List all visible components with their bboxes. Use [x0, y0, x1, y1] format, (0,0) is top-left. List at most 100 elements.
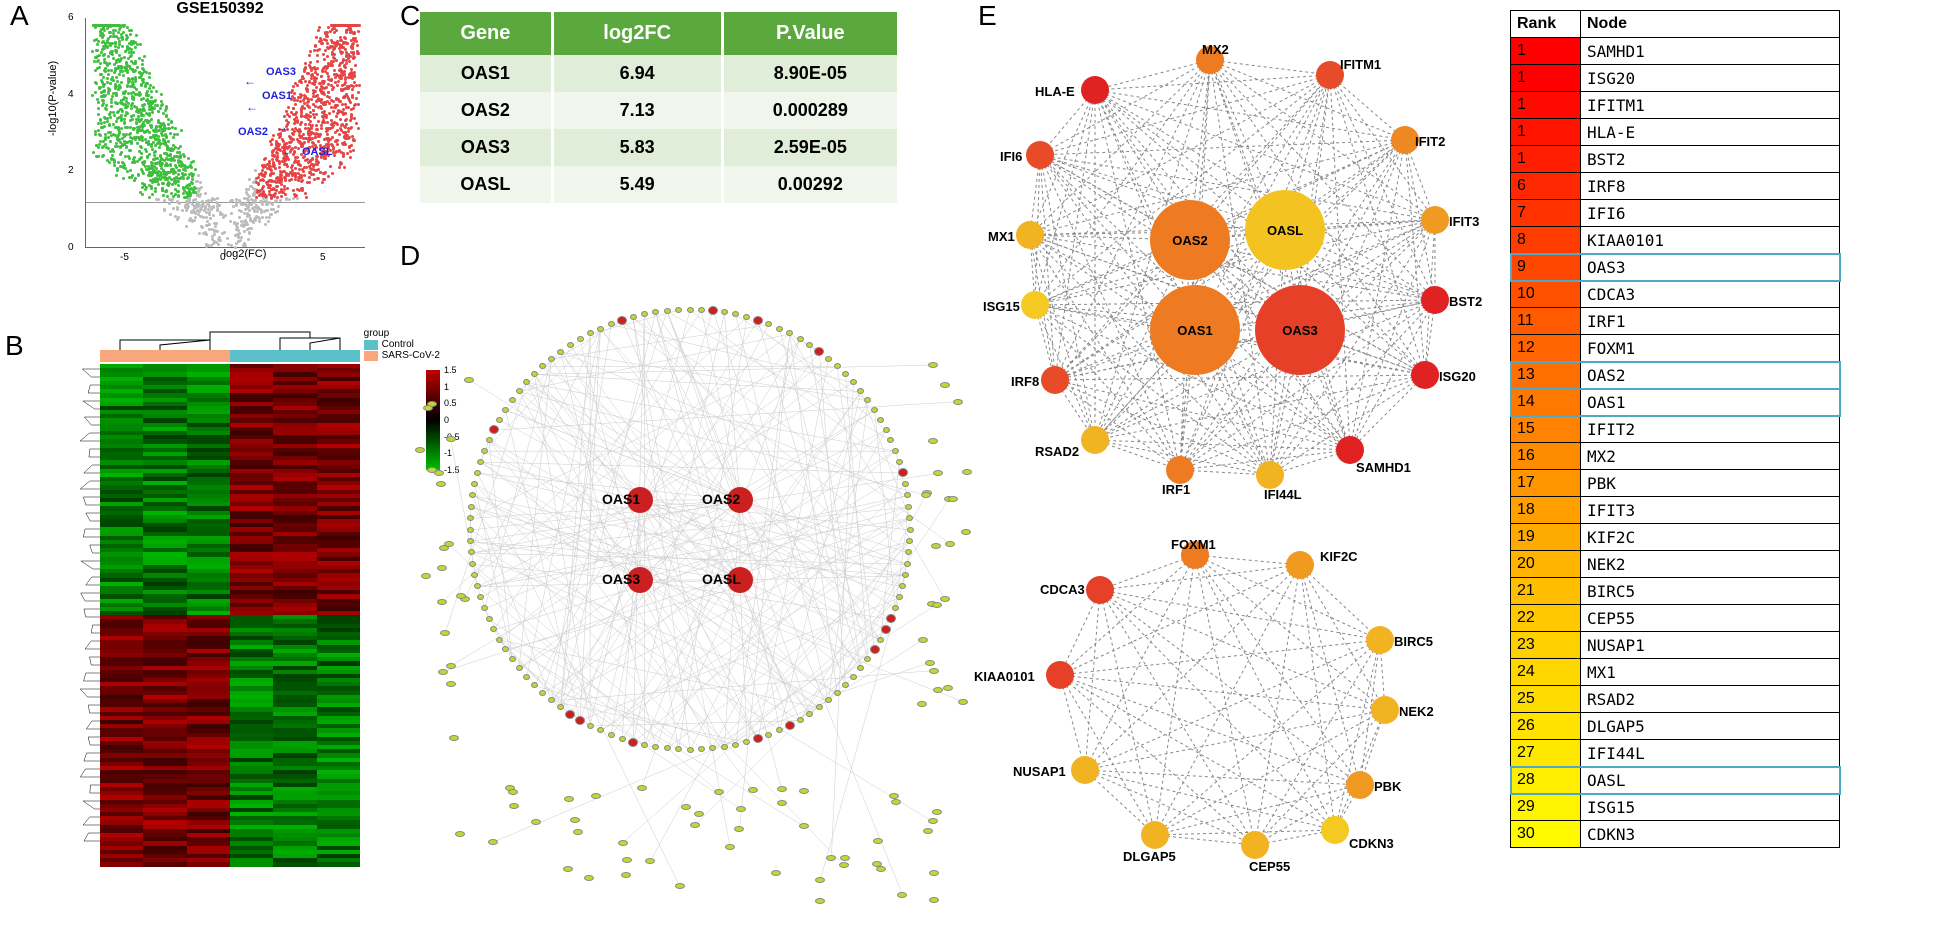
network-node — [1081, 426, 1109, 454]
volcano-xtick: 0 — [220, 252, 226, 263]
volcano-xlabel: log2(FC) — [85, 248, 405, 260]
volcano-point — [354, 103, 357, 106]
volcano-point — [165, 190, 168, 193]
volcano-point — [353, 75, 356, 78]
heatmap-cell — [317, 862, 360, 866]
rank-cell: 28 — [1511, 767, 1581, 794]
ppi-ring-node — [496, 417, 503, 423]
volcano-point — [288, 115, 291, 118]
ppi-outer-node — [771, 870, 781, 876]
volcano-point — [132, 98, 135, 101]
group-indicator — [100, 350, 143, 362]
volcano-point — [317, 120, 320, 123]
volcano-point — [357, 127, 360, 130]
heatmap-cells — [100, 364, 360, 870]
volcano-point — [316, 54, 319, 57]
ppi-ring-node — [587, 723, 594, 729]
volcano-xtick: -5 — [120, 252, 129, 263]
volcano-point — [247, 238, 250, 241]
volcano-point — [333, 69, 336, 72]
rank-table-row: 29ISG15 — [1511, 794, 1840, 821]
volcano-point — [354, 64, 357, 67]
volcano-point — [192, 191, 195, 194]
volcano-point — [179, 145, 182, 148]
volcano-point — [185, 186, 188, 189]
volcano-point — [351, 77, 354, 80]
arrow-icon: ← — [282, 144, 294, 158]
ppi-outer-node — [931, 543, 941, 549]
volcano-ytick: 0 — [68, 242, 74, 253]
volcano-point — [332, 86, 335, 89]
volcano-point — [129, 85, 132, 88]
volcano-point — [317, 177, 320, 180]
table-cell: 7.13 — [552, 92, 722, 129]
network-node-label: CEP55 — [1249, 859, 1290, 874]
rank-table-row: 16MX2 — [1511, 443, 1840, 470]
volcano-point — [262, 197, 265, 200]
ppi-ring-node — [577, 336, 584, 342]
volcano-point — [103, 121, 106, 124]
ppi-outer-node — [446, 663, 456, 669]
rank-cell: 30 — [1511, 821, 1581, 848]
volcano-point — [126, 141, 129, 144]
network-node-label: SAMHD1 — [1356, 460, 1411, 475]
node-cell: OAS3 — [1581, 254, 1840, 281]
volcano-point — [125, 106, 128, 109]
ppi-outer-node — [929, 668, 939, 674]
ppi-ring-node — [877, 417, 884, 423]
volcano-point — [358, 24, 361, 27]
network-node-label: DLGAP5 — [1123, 849, 1176, 864]
volcano-point — [337, 80, 340, 83]
volcano-point — [324, 171, 327, 174]
ppi-outer-node — [923, 828, 933, 834]
volcano-point — [138, 57, 141, 60]
table-cell: 2.59E-05 — [722, 129, 898, 166]
volcano-point — [135, 34, 138, 37]
volcano-point — [334, 131, 337, 134]
volcano-point — [109, 82, 112, 85]
ppi-outer-node — [839, 862, 849, 868]
volcano-point — [117, 134, 120, 137]
table-cell: 5.49 — [552, 166, 722, 203]
ppi-outer-node — [777, 786, 787, 792]
volcano-point — [350, 144, 353, 147]
volcano-point — [278, 166, 281, 169]
volcano-point — [104, 117, 107, 120]
volcano-point — [165, 162, 168, 165]
volcano-point — [349, 24, 352, 27]
volcano-point — [141, 123, 144, 126]
volcano-point — [198, 188, 201, 191]
volcano-point — [350, 68, 353, 71]
volcano-point — [292, 138, 295, 141]
ppi-ring-node — [834, 363, 841, 369]
volcano-point — [324, 49, 327, 52]
volcano-point — [258, 217, 261, 220]
deg-table: Genelog2FCP.Value OAS16.948.90E-05OAS27.… — [420, 12, 900, 203]
volcano-point — [142, 104, 145, 107]
volcano-point — [300, 94, 303, 97]
volcano-point — [136, 93, 139, 96]
ppi-ring-node — [557, 349, 564, 355]
node-cell: IFI44L — [1581, 740, 1840, 767]
volcano-point — [183, 189, 186, 192]
volcano-point — [139, 43, 142, 46]
volcano-point — [336, 84, 339, 87]
volcano-point — [98, 66, 101, 69]
table-row: OASL5.490.00292 — [420, 166, 899, 203]
volcano-point — [294, 103, 297, 106]
volcano-point — [323, 58, 326, 61]
ppi-ring-node — [892, 448, 899, 454]
volcano-point — [194, 168, 197, 171]
volcano-point — [120, 33, 123, 36]
ppi-outer-node — [929, 897, 939, 903]
volcano-point — [155, 198, 158, 201]
rank-cell: 1 — [1511, 38, 1581, 65]
volcano-point — [330, 84, 333, 87]
volcano-point — [91, 94, 94, 97]
volcano-point — [201, 200, 204, 203]
volcano-point — [125, 100, 128, 103]
volcano-point — [174, 127, 177, 130]
ppi-ring-node — [870, 645, 880, 654]
volcano-point — [321, 181, 324, 184]
volcano-point — [99, 34, 102, 37]
